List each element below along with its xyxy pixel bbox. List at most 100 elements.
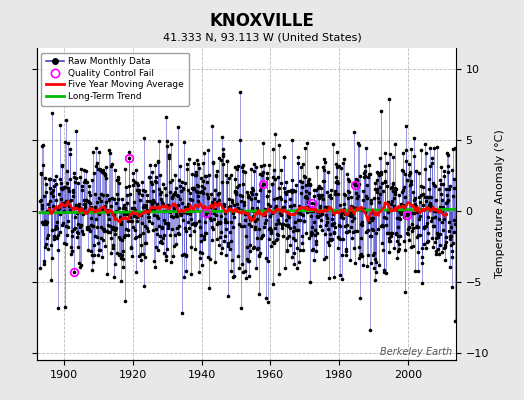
Point — [184, 200, 192, 207]
Point — [196, 224, 204, 230]
Point — [140, 134, 148, 141]
Point — [398, 187, 407, 193]
Point — [204, 194, 213, 200]
Point — [57, 185, 65, 191]
Point — [192, 220, 201, 226]
Point — [263, 170, 271, 176]
Point — [432, 248, 440, 254]
Point — [190, 228, 198, 234]
Point — [349, 229, 357, 235]
Point — [444, 169, 452, 175]
Point — [135, 190, 144, 196]
Point — [54, 247, 63, 254]
Point — [306, 182, 314, 189]
Point — [438, 197, 446, 203]
Point — [94, 240, 102, 247]
Point — [339, 236, 347, 243]
Point — [59, 184, 68, 191]
Point — [428, 235, 436, 241]
Point — [81, 200, 90, 207]
Point — [328, 216, 336, 222]
Point — [287, 187, 296, 194]
Point — [337, 252, 346, 258]
Point — [423, 213, 432, 220]
Point — [238, 193, 246, 200]
Point — [246, 223, 255, 229]
Point — [56, 176, 64, 182]
Point — [435, 251, 443, 257]
Point — [171, 232, 179, 238]
Point — [326, 230, 334, 237]
Point — [150, 258, 159, 264]
Point — [376, 184, 385, 190]
Point — [361, 162, 369, 169]
Point — [247, 196, 255, 202]
Point — [280, 154, 288, 160]
Point — [267, 229, 276, 236]
Point — [89, 223, 97, 229]
Point — [143, 225, 151, 232]
Point — [333, 180, 342, 186]
Point — [324, 238, 332, 245]
Point — [57, 196, 65, 202]
Point — [365, 214, 373, 221]
Point — [248, 213, 257, 219]
Point — [418, 260, 426, 266]
Point — [440, 168, 448, 174]
Point — [280, 265, 289, 272]
Point — [97, 224, 105, 230]
Point — [152, 213, 161, 220]
Point — [217, 245, 226, 251]
Point — [369, 209, 377, 215]
Point — [161, 185, 169, 192]
Point — [289, 224, 298, 230]
Point — [390, 245, 399, 251]
Point — [239, 198, 248, 205]
Point — [63, 168, 71, 175]
Point — [450, 184, 458, 191]
Point — [67, 196, 75, 203]
Point — [323, 189, 331, 195]
Point — [64, 217, 72, 224]
Point — [111, 231, 119, 238]
Point — [220, 238, 228, 244]
Point — [237, 206, 245, 213]
Point — [195, 269, 203, 275]
Point — [105, 228, 114, 235]
Point — [249, 186, 257, 193]
Point — [364, 171, 373, 178]
Point — [421, 166, 430, 172]
Point — [275, 220, 283, 227]
Point — [186, 210, 194, 217]
Point — [392, 186, 400, 192]
Point — [294, 217, 302, 223]
Point — [48, 227, 57, 233]
Point — [446, 232, 455, 239]
Point — [350, 129, 358, 135]
Point — [343, 188, 352, 194]
Point — [427, 218, 435, 224]
Point — [59, 220, 67, 226]
Point — [307, 232, 315, 239]
Point — [444, 186, 453, 192]
Point — [243, 210, 252, 216]
Point — [130, 213, 138, 219]
Point — [85, 226, 93, 232]
Point — [241, 268, 249, 274]
Point — [232, 191, 240, 197]
Point — [72, 128, 80, 134]
Point — [254, 252, 263, 259]
Point — [191, 246, 200, 252]
Point — [76, 264, 84, 271]
Point — [182, 253, 190, 259]
Point — [259, 180, 268, 187]
Point — [115, 205, 124, 212]
Point — [309, 208, 317, 214]
Point — [183, 210, 191, 216]
Point — [127, 218, 135, 224]
Point — [177, 188, 185, 194]
Point — [416, 232, 424, 238]
Point — [444, 152, 453, 158]
Point — [440, 216, 449, 222]
Point — [368, 225, 376, 232]
